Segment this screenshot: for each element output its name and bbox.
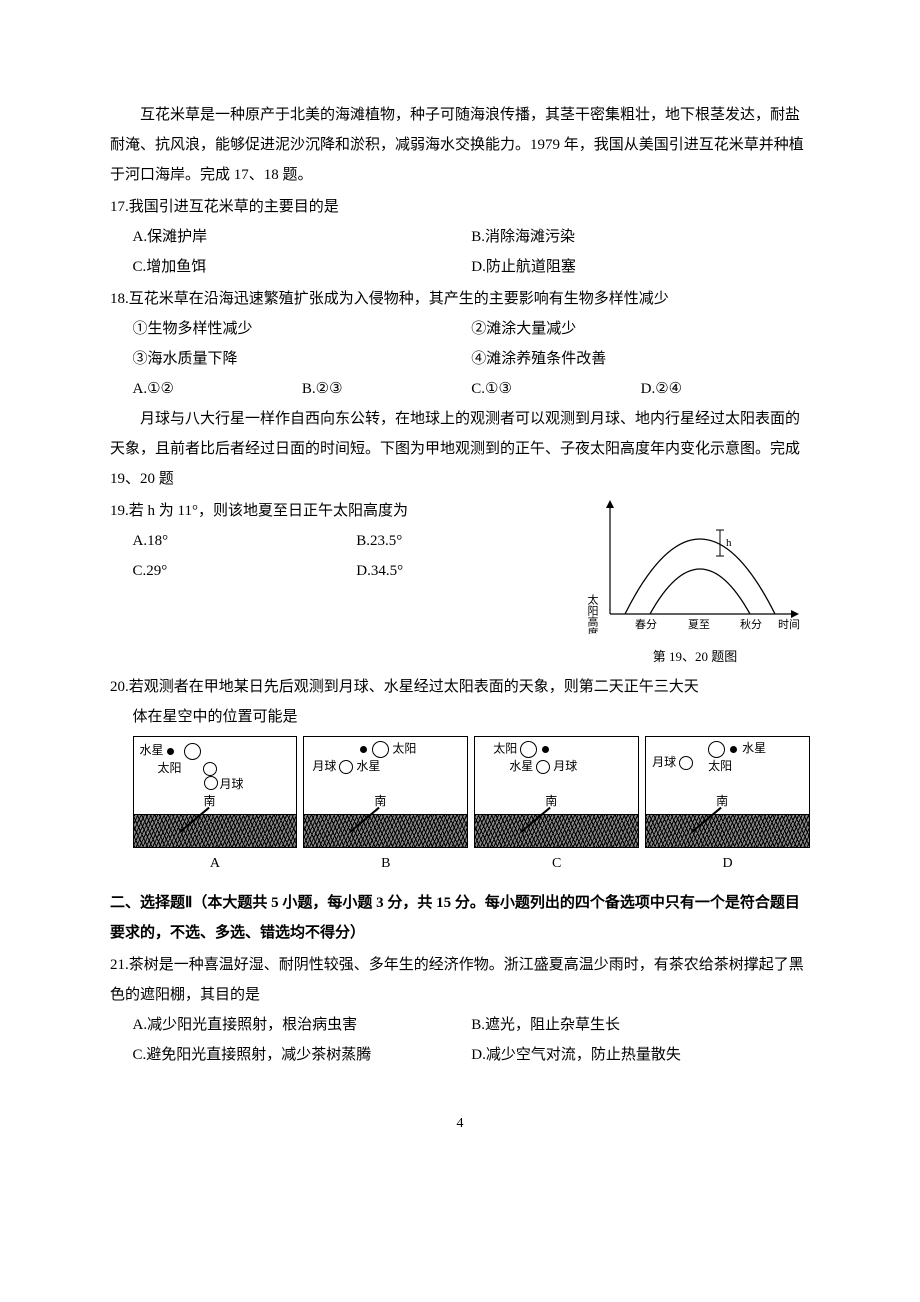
q17-opt-b: B.消除海滩污染	[471, 222, 810, 252]
q18-sub-4: ④滩涂养殖条件改善	[471, 344, 810, 374]
q17-opt-a: A.保滩护岸	[133, 222, 472, 252]
q17-opt-c: C.增加鱼饵	[133, 252, 472, 282]
sun-icon	[520, 741, 537, 758]
q20-stem: 20.若观测者在甲地某日先后观测到月球、水星经过太阳表面的天象，则第二天正午三大…	[110, 672, 810, 702]
sun-icon	[372, 741, 389, 758]
q19-options: A.18° B.23.5° C.29° D.34.5°	[133, 526, 581, 586]
q21-opt-c: C.避免阳光直接照射，减少茶树蒸腾	[133, 1040, 472, 1070]
moon-icon	[536, 760, 550, 774]
q19-opt-a: A.18°	[133, 526, 357, 556]
moon-icon	[339, 760, 353, 774]
q20d-mercury-label: 水星	[742, 741, 766, 755]
chart-h-label: h	[726, 537, 732, 549]
sun-icon	[184, 743, 201, 760]
q18-opt-c: C.①③	[471, 374, 640, 404]
q20c-moon-label: 月球	[553, 759, 577, 773]
dot-icon	[730, 746, 737, 753]
q17-opt-d: D.防止航道阻塞	[471, 252, 810, 282]
dot-icon	[167, 748, 174, 755]
q20-panel-d-caption: D	[645, 850, 810, 878]
q20-panel-b: 太阳 月球 水星 南 B	[303, 736, 468, 878]
chart-xlabel: 时间	[778, 618, 800, 631]
chart-caption: 第 19、20 题图	[580, 644, 810, 670]
q20a-mercury-label: 水星	[140, 743, 164, 757]
q18-opt-a: A.①②	[133, 374, 302, 404]
q21-opt-b: B.遮光，阻止杂草生长	[471, 1010, 810, 1040]
page-number: 4	[110, 1110, 810, 1138]
q20-panels: 水星 太阳 月球 南 A 太阳	[133, 736, 811, 878]
ground-texture	[646, 814, 809, 847]
q20-panel-a: 水星 太阳 月球 南 A	[133, 736, 298, 878]
south-label: 南	[204, 789, 216, 813]
q21-opt-d: D.减少空气对流，防止热量散失	[471, 1040, 810, 1070]
q18-options: A.①② B.②③ C.①③ D.②④	[133, 374, 811, 404]
q20d-sun-label: 太阳	[708, 759, 732, 773]
q21-options: A.减少阳光直接照射，根治病虫害 B.遮光，阻止杂草生长 C.避免阳光直接照射，…	[133, 1010, 811, 1070]
q20a-sun-label: 太阳	[158, 761, 182, 775]
dot-icon	[542, 746, 549, 753]
q19-stem: 19.若 h 为 11°，则该地夏至日正午太阳高度为	[110, 496, 580, 526]
q17-options: A.保滩护岸 B.消除海滩污染 C.增加鱼饵 D.防止航道阻塞	[133, 222, 811, 282]
ground-texture	[134, 814, 297, 847]
ground-texture	[304, 814, 467, 847]
q20-panel-a-caption: A	[133, 850, 298, 878]
section-2-heading: 二、选择题Ⅱ（本大题共 5 小题，每小题 3 分，共 15 分。每小题列出的四个…	[110, 888, 810, 948]
q21-stem: 21.茶树是一种喜温好湿、耐阴性较强、多年生的经济作物。浙江盛夏高温少雨时，有茶…	[110, 950, 810, 1010]
q17-stem: 17.我国引进互花米草的主要目的是	[110, 192, 810, 222]
q20b-mercury-label: 水星	[356, 759, 380, 773]
q20c-sun-label: 太阳	[493, 741, 517, 755]
q19-opt-b: B.23.5°	[356, 526, 580, 556]
q18-sub-3: ③海水质量下降	[133, 344, 472, 374]
q20-panel-c: 太阳 水星 月球 南 C	[474, 736, 639, 878]
q20-panel-c-caption: C	[474, 850, 639, 878]
q19-opt-c: C.29°	[133, 556, 357, 586]
chart-xtick-0: 春分	[635, 618, 657, 631]
dot-icon	[360, 746, 367, 753]
south-label: 南	[716, 789, 728, 813]
q18-stem: 18.互花米草在沿海迅速繁殖扩张成为入侵物种，其产生的主要影响有生物多样性减少	[110, 284, 810, 314]
chart-xtick-2: 秋分	[740, 617, 762, 631]
moon-icon	[679, 756, 693, 770]
q20d-moon-label: 月球	[652, 755, 676, 769]
chart-ylabel: 太阳高度（°）	[586, 594, 599, 634]
q20b-moon-label: 月球	[312, 759, 336, 773]
q18-subs: ①生物多样性减少 ②滩涂大量减少 ③海水质量下降 ④滩涂养殖条件改善	[133, 314, 811, 374]
q19-opt-d: D.34.5°	[356, 556, 580, 586]
south-label: 南	[545, 789, 557, 813]
ground-texture	[475, 814, 638, 847]
q18-opt-b: B.②③	[302, 374, 471, 404]
q20-stem-2: 体在星空中的位置可能是	[133, 702, 811, 732]
south-label: 南	[374, 789, 386, 813]
q20b-sun-label: 太阳	[392, 741, 416, 755]
solar-altitude-chart: 太阳高度（°） h 春分 夏至 秋分 时间 第 19、20 题图	[580, 494, 810, 670]
q18-opt-d: D.②④	[641, 374, 810, 404]
q18-sub-2: ②滩涂大量减少	[471, 314, 810, 344]
passage-1: 互花米草是一种原产于北美的海滩植物，种子可随海浪传播，其茎干密集粗壮，地下根茎发…	[110, 100, 810, 190]
passage-2: 月球与八大行星一样作自西向东公转，在地球上的观测者可以观测到月球、地内行星经过太…	[110, 404, 810, 494]
q21-opt-a: A.减少阳光直接照射，根治病虫害	[133, 1010, 472, 1040]
q18-sub-1: ①生物多样性减少	[133, 314, 472, 344]
q20c-mercury-label: 水星	[509, 759, 533, 773]
q20-panel-d: 月球 水星 太阳 南 D	[645, 736, 810, 878]
chart-xtick-1: 夏至	[688, 618, 710, 631]
q20a-moon-label: 月球	[220, 777, 244, 791]
q20-panel-b-caption: B	[303, 850, 468, 878]
sun-icon	[708, 741, 725, 758]
